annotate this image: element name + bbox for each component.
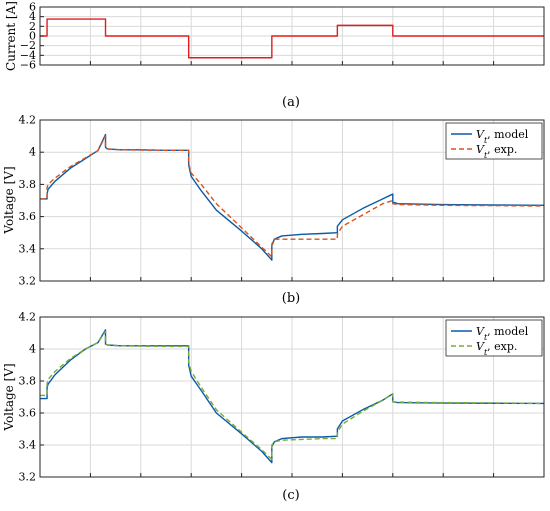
panel-c-ytick-label: 3.4 — [19, 439, 37, 452]
panel-a-caption: (a) — [282, 95, 300, 110]
panel-c-ticks: 3.2 3.4 3.6 3.8 4 4.2 — [19, 311, 495, 484]
panel-a-ytick-label: 4 — [29, 10, 36, 23]
panel-c-legend-label: Vt, exp. — [476, 340, 517, 357]
panel-b-ytick-label: 3.4 — [19, 242, 37, 255]
panel-c-ytick-label: 4.2 — [19, 311, 37, 324]
panel-c-legend-label: Vt, model — [476, 325, 529, 342]
panel-b-caption: (b) — [282, 291, 300, 306]
panel-c-caption: (c) — [282, 488, 299, 503]
panel-c-ytick-label: 3.8 — [19, 375, 37, 388]
panel-a-series-current-line — [40, 18, 544, 59]
panel-a-ytick-label: −2 — [20, 39, 36, 52]
panel-b-ytick-label: 4 — [29, 146, 36, 159]
panel-a-ytick-label: 2 — [29, 20, 36, 33]
panel-c-ytick-label: 3.2 — [19, 471, 37, 484]
panel-b-legend-label: Vt, model — [476, 128, 529, 145]
panel-b: 3.2 3.4 3.6 3.8 4 4.2 Voltage [V] Vt, modelVt… — [2, 114, 545, 306]
panel-a-ytick-label: 6 — [29, 1, 36, 14]
panel-a-ytick-label: −4 — [20, 49, 36, 62]
panel-b-ytick-label: 3.6 — [19, 210, 37, 223]
panel-b-series — [40, 133, 545, 261]
panel-a-ylabel: Current [A] — [4, 1, 18, 71]
panel-b-series-exp-line — [40, 135, 545, 258]
panel-a-series — [40, 18, 544, 59]
panel-b-series-model-line — [40, 133, 545, 261]
panel-b-ytick-label: 3.8 — [19, 178, 37, 191]
panel-a-ytick-label: −6 — [20, 59, 36, 72]
panel-c-series-exp-line — [40, 330, 545, 461]
panel-c: 3.2 3.4 3.6 3.8 4 4.2 Voltage [V] Vt, modelVt… — [2, 311, 545, 503]
panel-b-legend-box — [445, 122, 543, 160]
panel-b-ticks: 3.2 3.4 3.6 3.8 4 4.2 — [19, 114, 495, 288]
panel-c-series — [40, 329, 545, 464]
panel-a-ytick-label: 0 — [29, 30, 36, 43]
panel-b-legend-label: Vt, exp. — [476, 143, 517, 160]
panel-c-ytick-label: 3.6 — [19, 407, 37, 420]
panel-c-ytick-label: 4 — [29, 343, 36, 356]
panel-b-ylabel: Voltage [V] — [2, 166, 16, 234]
panel-c-legend-box — [445, 319, 543, 357]
panel-b-ytick-label: 3.2 — [19, 275, 37, 288]
panel-b-ytick-label: 4.2 — [19, 114, 37, 127]
panel-c-ylabel: Voltage [V] — [2, 363, 16, 431]
